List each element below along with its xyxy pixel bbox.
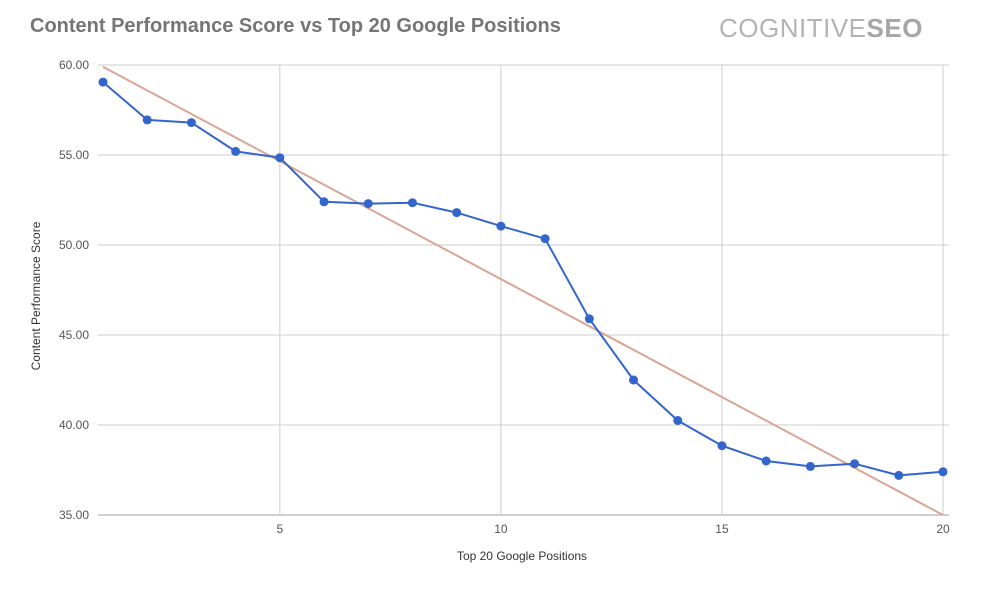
x-axis-title: Top 20 Google Positions [457, 549, 587, 563]
data-point [938, 467, 948, 477]
axes: 35.00 40.00 45.00 50.00 55.00 60.00 5 10 15 20 [59, 58, 950, 536]
brand-logo-light: COGNITIVE [719, 13, 867, 43]
data-point [142, 115, 152, 125]
data-point [231, 146, 241, 156]
brand-logo-bold: SEO [866, 13, 923, 43]
grid [98, 64, 949, 516]
x-tick-label: 20 [936, 522, 950, 536]
data-point [363, 199, 373, 209]
data-point [629, 375, 639, 385]
data-point [805, 461, 815, 471]
data-point [98, 77, 108, 87]
series-group [98, 65, 948, 516]
data-point [894, 470, 904, 480]
y-axis-title: Content Performance Score [29, 221, 43, 370]
data-point [540, 234, 550, 244]
data-point [452, 208, 462, 218]
trendline [102, 65, 944, 516]
data-point [584, 314, 594, 324]
data-point [275, 153, 285, 163]
y-tick-label: 40.00 [59, 418, 89, 432]
data-point [496, 221, 506, 231]
data-point [761, 456, 771, 466]
x-tick-label: 10 [494, 522, 508, 536]
series-line [102, 81, 944, 477]
y-tick-label: 35.00 [59, 508, 89, 522]
data-point [319, 197, 329, 207]
y-tick-label: 60.00 [59, 58, 89, 72]
x-tick-label: 15 [715, 522, 729, 536]
data-point [407, 198, 417, 208]
data-point [673, 416, 683, 425]
data-point [717, 441, 727, 451]
x-tick-label: 5 [276, 522, 283, 536]
data-point [850, 459, 860, 469]
y-tick-label: 50.00 [59, 238, 89, 252]
y-tick-label: 45.00 [59, 328, 89, 342]
data-point [186, 118, 196, 128]
y-tick-label: 55.00 [59, 148, 89, 162]
brand-logo: COGNITIVESEO [719, 13, 923, 44]
chart-title: Content Performance Score vs Top 20 Goog… [30, 15, 561, 37]
